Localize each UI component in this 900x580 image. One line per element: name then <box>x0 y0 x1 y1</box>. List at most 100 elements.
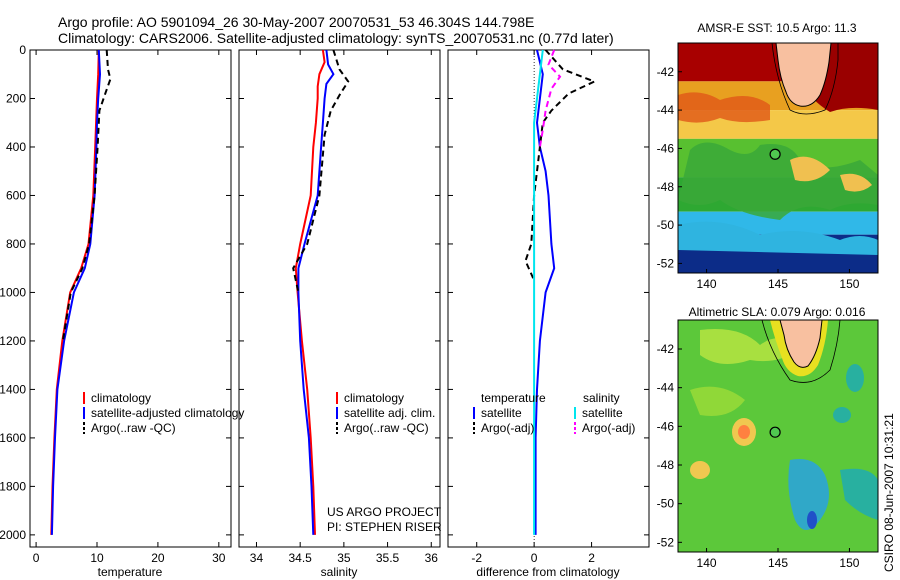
series-line-satellite-adj-clim- <box>297 49 335 535</box>
x-tick-label: 36 <box>425 551 439 565</box>
y-tick-label: 1400 <box>0 382 26 396</box>
y-tick-label: -42 <box>657 65 675 79</box>
x-tick-label: 145 <box>768 277 788 291</box>
x-tick-label: 35.5 <box>376 551 400 565</box>
salinity-legend: climatology satellite adj. clim. Argo(..… <box>336 391 435 435</box>
x-tick-label: 35 <box>337 551 351 565</box>
sst-map-ticks: 140 145 150 -42 -44 -46 -48 -50 -52 <box>657 65 860 291</box>
legend-label: satellite <box>481 406 522 420</box>
series-line-satellite <box>534 49 556 535</box>
y-tick-label: -46 <box>657 141 675 155</box>
project-label: US ARGO PROJECT <box>327 505 442 519</box>
sla-low-patch <box>846 364 864 392</box>
pi-label: PI: STEPHEN RISER <box>327 520 442 534</box>
legend-header-salinity: salinity <box>583 391 620 405</box>
sla-low-patch-3 <box>788 459 829 530</box>
sst-map <box>678 43 878 273</box>
y-tick-label: -52 <box>657 535 675 549</box>
legend-label: satellite-adjusted climatology <box>91 406 244 420</box>
y-tick-label: -48 <box>657 458 675 472</box>
sla-low-patch-4 <box>840 468 878 520</box>
sla-high-patch-2 <box>690 461 710 479</box>
series-line-climatology <box>50 49 100 535</box>
legend-label: Argo(..raw -QC) <box>344 421 429 435</box>
y-tick-label: -48 <box>657 180 675 194</box>
series-line-satellite <box>533 49 544 535</box>
y-tick-label: 200 <box>6 91 26 105</box>
legend-label: satellite <box>582 406 623 420</box>
y-tick-label: 600 <box>6 188 26 202</box>
temperature-plot: 0 10 20 30 0 200 400 600 800 1000 1200 1400 1600 1800… <box>0 43 231 565</box>
x-tick-label: 20 <box>151 551 165 565</box>
temperature-legend: climatology satellite-adjusted climatolo… <box>83 391 244 435</box>
y-tick-label: 400 <box>6 140 26 154</box>
y-tick-label: -52 <box>657 256 675 270</box>
y-tick-label: -44 <box>657 381 675 395</box>
figure-title-line1: Argo profile: AO 5901094_26 30-May-2007 … <box>58 14 534 30</box>
legend-label: Argo(-adj) <box>481 421 534 435</box>
sst-warm-patch-2 <box>840 173 872 192</box>
legend-label: climatology <box>344 391 404 405</box>
legend-label: Argo(..raw -QC) <box>91 421 176 435</box>
sla-high-core <box>738 425 750 439</box>
difference-plot: -2 0 2 <box>448 49 649 565</box>
x-tick-label: -2 <box>471 551 482 565</box>
y-tick-label: 1000 <box>0 285 26 299</box>
x-tick-label: 145 <box>768 556 788 570</box>
y-tick-label: 2000 <box>0 528 26 542</box>
series-line-argo-adj- <box>538 49 562 148</box>
tasmania-land-sst <box>775 43 832 107</box>
sla-profile-marker <box>769 426 781 438</box>
sst-cyan-band <box>678 221 878 255</box>
sla-light-patch-2 <box>690 386 745 416</box>
sst-map-title: AMSR-E SST: 10.5 Argo: 11.3 <box>697 21 857 35</box>
salinity-axes <box>238 49 441 548</box>
y-tick-label: 1200 <box>0 334 26 348</box>
x-tick-label: 30 <box>212 551 226 565</box>
y-tick-label: 1800 <box>0 479 26 493</box>
x-tick-label: 34 <box>250 551 264 565</box>
sst-green-patch <box>678 142 878 220</box>
salinity-xlabel: salinity <box>321 565 358 579</box>
sst-profile-marker <box>769 148 781 160</box>
series-line-argo-adj- <box>524 49 597 281</box>
sla-map <box>678 320 878 552</box>
x-tick-label: 10 <box>90 551 104 565</box>
sst-contour <box>771 43 839 115</box>
sla-low-core <box>807 511 817 529</box>
y-tick-label: 0 <box>19 43 26 57</box>
y-tick-label: -42 <box>657 342 675 356</box>
legend-label: Argo(-adj) <box>582 421 635 435</box>
series-line-satellite-adjusted-climatology <box>50 49 102 535</box>
x-tick-label: 140 <box>697 277 717 291</box>
y-tick-label: -50 <box>657 497 675 511</box>
figure-title-line2: Climatology: CARS2006. Satellite-adjuste… <box>58 30 614 46</box>
y-tick-label: 800 <box>6 237 26 251</box>
sla-map-title: Altimetric SLA: 0.079 Argo: 0.016 <box>689 305 866 319</box>
x-tick-label: 140 <box>697 556 717 570</box>
legend-label: climatology <box>91 391 151 405</box>
sla-low-patch-2 <box>833 407 851 423</box>
y-tick-label: -50 <box>657 218 675 232</box>
x-tick-label: 0 <box>33 551 40 565</box>
difference-xlabel: difference from climatology <box>476 565 619 579</box>
x-tick-label: 150 <box>839 277 859 291</box>
temperature-xlabel: temperature <box>98 565 163 579</box>
series-line-climatology <box>294 49 326 535</box>
tasmania-land-sla <box>779 320 823 368</box>
csiro-stamp: CSIRO 08-Jun-2007 10:31:21 <box>882 413 896 572</box>
temperature-axes <box>29 49 232 548</box>
difference-axes <box>447 49 650 548</box>
x-tick-label: 2 <box>588 551 595 565</box>
difference-legend: temperature salinity satellite Argo(-adj… <box>473 391 635 435</box>
x-tick-label: 34.5 <box>288 551 312 565</box>
legend-label: satellite adj. clim. <box>344 406 435 420</box>
sla-map-ticks: 140 145 150 -42 -44 -46 -48 -50 -52 <box>657 342 860 570</box>
series-line-argo-raw-qc- <box>61 49 112 342</box>
x-tick-label: 0 <box>531 551 538 565</box>
series-line-argo-raw-qc- <box>292 49 350 293</box>
x-tick-label: 150 <box>839 556 859 570</box>
sst-warm-patch <box>790 156 830 182</box>
y-tick-label: 1600 <box>0 431 26 445</box>
